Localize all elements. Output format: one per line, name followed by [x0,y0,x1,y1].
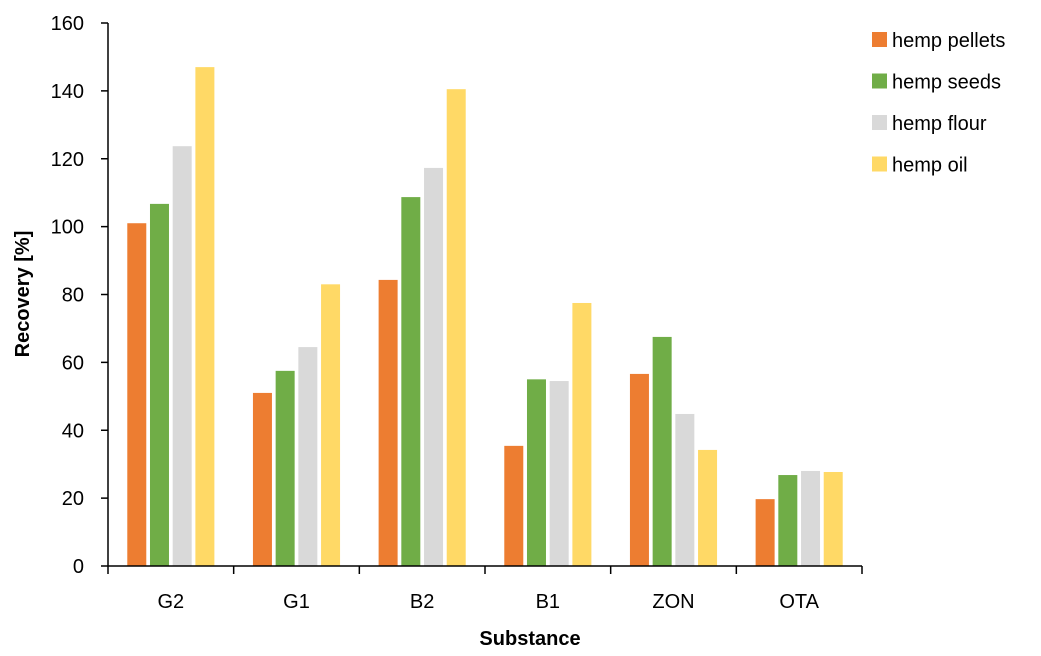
legend-swatch-hemp-seeds [872,73,887,89]
y-tick-label: 20 [62,488,84,510]
bar-hemp-seeds-B1 [526,379,546,566]
x-tick-label: G1 [283,591,310,613]
y-tick-label: 40 [62,420,84,442]
bar-hemp-pellets-B2 [378,279,398,566]
y-tick-label: 160 [51,13,84,35]
bar-hemp-flour-B2 [424,167,444,566]
y-axis-label: Recovery [%] [12,231,34,358]
bar-hemp-flour-G2 [172,146,192,567]
bar-hemp-oil-ZON [698,449,718,566]
y-tick-label: 80 [62,285,84,307]
bar-hemp-seeds-B2 [401,197,421,567]
bar-hemp-pellets-OTA [755,499,775,566]
bar-hemp-seeds-OTA [778,475,798,566]
x-tick-label: ZON [652,591,694,613]
y-tick-label: 60 [62,352,84,374]
bar-hemp-seeds-G1 [275,370,295,566]
y-tick-label: 0 [73,556,84,578]
y-tick-label: 100 [51,217,84,239]
legend: hemp pellets hemp seeds hemp flour hemp oil [872,30,1005,177]
x-axis-label: Substance [479,628,580,650]
x-tick-label: OTA [779,591,819,613]
bars-layer [127,67,843,567]
axes-layer: G2 G1 B2 B1 ZON OTA 0 20 40 60 80 100 120 140 160 [51,13,863,613]
legend-label: hemp flour [892,113,987,135]
bar-hemp-flour-G1 [298,347,318,566]
bar-hemp-pellets-B1 [504,445,524,566]
x-tick-label: G2 [157,591,184,613]
legend-label: hemp seeds [892,72,1001,94]
x-tick-label: B1 [536,591,560,613]
bar-hemp-pellets-G1 [252,392,272,566]
x-tick-label: B2 [410,591,434,613]
legend-label: hemp oil [892,155,968,177]
bar-hemp-flour-B1 [549,381,569,566]
bar-hemp-pellets-ZON [629,373,649,566]
legend-swatch-hemp-pellets [872,32,887,47]
y-tick-label: 140 [51,81,84,103]
bar-hemp-oil-B1 [572,302,592,566]
bar-hemp-oil-G1 [321,284,341,566]
bar-hemp-flour-ZON [675,413,695,566]
bar-hemp-oil-B2 [446,89,466,566]
legend-swatch-hemp-oil [872,156,887,172]
bar-hemp-seeds-ZON [652,336,672,566]
legend-label: hemp pellets [892,30,1005,52]
bar-hemp-flour-OTA [801,470,821,566]
bar-hemp-pellets-G2 [127,223,147,566]
bar-hemp-seeds-G2 [149,203,169,566]
y-tick-label: 120 [51,149,84,171]
bar-hemp-oil-OTA [823,471,843,566]
bar-hemp-oil-G2 [195,67,215,567]
legend-swatch-hemp-flour [872,115,887,130]
